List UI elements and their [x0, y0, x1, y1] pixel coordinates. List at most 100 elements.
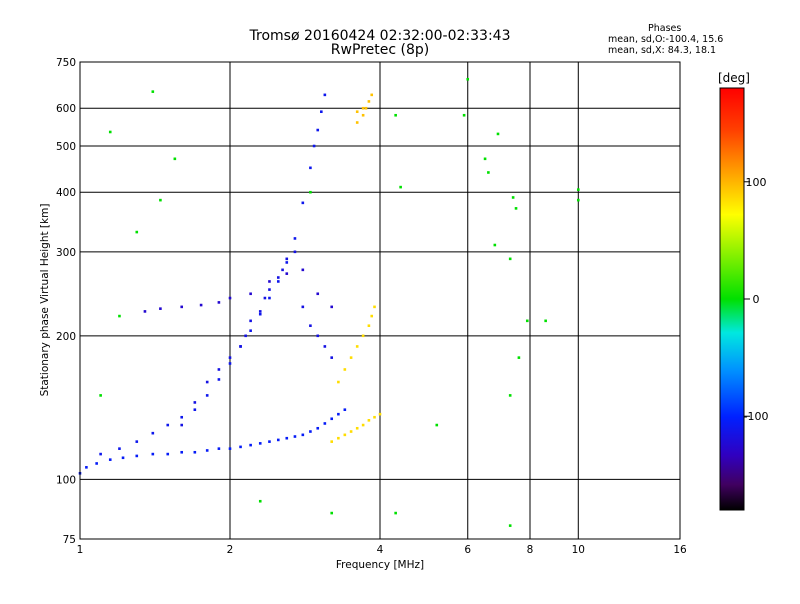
echo-point: [364, 106, 368, 110]
echo-point: [483, 157, 487, 161]
echo-point: [316, 426, 320, 430]
echo-point: [180, 415, 184, 419]
echo-point: [361, 334, 365, 338]
echo-point: [249, 319, 252, 323]
echo-point: [228, 362, 232, 365]
echo-point: [217, 378, 221, 381]
echo-point: [394, 113, 397, 117]
echo-point: [301, 201, 305, 205]
echo-point: [205, 380, 209, 384]
echo-point: [316, 334, 320, 338]
echo-point: [249, 292, 252, 296]
echo-point: [293, 250, 297, 254]
echo-point: [309, 324, 312, 328]
y-tick-label: 400: [56, 187, 76, 199]
colorbar-unit-label: [deg]: [718, 71, 750, 85]
echo-point: [239, 445, 242, 449]
echo-point: [337, 380, 340, 384]
y-axis-ticks: 75 100 200 300 400 500 600 750: [56, 57, 76, 546]
echo-point: [135, 454, 139, 458]
echo-point: [496, 132, 500, 136]
echo-point: [193, 408, 197, 412]
echo-point: [108, 458, 112, 461]
echo-point: [99, 452, 102, 456]
echo-point: [151, 431, 155, 435]
echo-point: [180, 423, 184, 427]
echo-point: [301, 433, 305, 437]
echo-point: [367, 419, 371, 422]
echo-point: [268, 288, 271, 291]
y-tick-label: 600: [56, 103, 76, 115]
echo-point: [373, 305, 376, 309]
echo-point: [435, 423, 439, 427]
echo-point: [228, 447, 232, 450]
echo-point: [378, 412, 382, 416]
echo-point: [143, 310, 147, 313]
echo-point: [330, 356, 334, 359]
echo-point: [576, 198, 580, 202]
echo-point: [508, 394, 512, 397]
echo-point: [108, 130, 112, 134]
x-tick-label: 1: [77, 544, 84, 556]
echo-point: [249, 329, 252, 332]
x-tick-label: 10: [572, 544, 585, 556]
echo-point: [337, 436, 340, 440]
echo-point: [244, 334, 247, 338]
echo-point: [166, 452, 170, 456]
x-tick-label: 2: [227, 544, 234, 556]
colorbar-ticks: -100 0 100: [744, 176, 769, 423]
echo-point: [217, 301, 221, 304]
colorbar: [719, 87, 745, 511]
echo-point: [361, 106, 365, 110]
echo-point: [268, 440, 271, 443]
echo-point: [466, 77, 470, 81]
echo-point: [511, 196, 515, 199]
echo-point: [121, 456, 125, 460]
echo-point: [323, 345, 327, 348]
chart-title: Tromsø 20160424 02:32:00-02:33:43: [249, 28, 511, 44]
echo-point: [399, 185, 402, 189]
echo-point: [309, 430, 312, 433]
echo-point: [316, 292, 320, 296]
echo-point: [285, 261, 289, 264]
echo-point: [159, 198, 162, 202]
echo-point: [525, 319, 529, 323]
colorbar-tick-label: 0: [753, 293, 760, 306]
echo-point: [159, 307, 162, 310]
echo-point: [312, 144, 316, 148]
y-tick-label: 750: [56, 57, 76, 69]
echo-point: [281, 268, 284, 272]
echo-point: [330, 305, 334, 309]
x-axis-ticks: 1 2 4 6 8 10 16: [77, 544, 687, 556]
echo-point: [173, 157, 177, 161]
echo-point: [193, 401, 197, 404]
echo-point: [85, 466, 88, 469]
echo-point: [514, 207, 518, 210]
echo-point: [355, 426, 359, 430]
echo-point: [118, 447, 121, 450]
echo-point: [285, 257, 289, 261]
y-tick-label: 100: [56, 474, 76, 486]
y-tick-label: 500: [56, 141, 76, 153]
echo-point: [343, 433, 347, 437]
echo-point: [99, 394, 102, 397]
echo-point: [135, 230, 139, 234]
echo-point: [349, 356, 353, 359]
x-axis-label: Frequency [MHz]: [336, 559, 424, 571]
echo-point: [293, 237, 297, 240]
echo-point: [367, 100, 371, 103]
echo-point: [217, 368, 221, 371]
echo-point: [258, 499, 262, 503]
colorbar-tick-label: -100: [744, 410, 769, 423]
echo-point: [508, 524, 512, 527]
echo-point: [166, 423, 170, 427]
echo-point: [258, 310, 262, 313]
x-tick-label: 16: [673, 544, 687, 556]
echo-point: [228, 356, 232, 359]
grid-lines: [80, 62, 680, 539]
echo-point: [487, 171, 490, 174]
echo-point: [301, 305, 305, 309]
echo-point: [95, 462, 98, 465]
echo-point: [361, 113, 365, 117]
echo-point: [361, 423, 365, 427]
